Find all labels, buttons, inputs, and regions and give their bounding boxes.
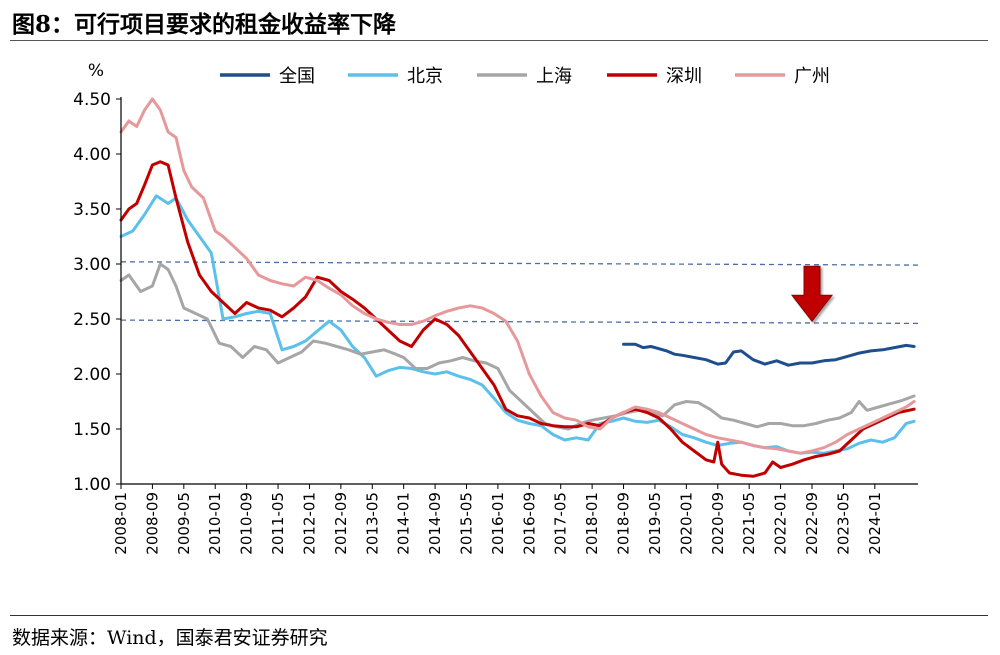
- y-tick-label: 2.00: [73, 365, 111, 385]
- legend-label-4: 深圳: [666, 66, 702, 87]
- x-tick-label: 2017-05: [552, 492, 570, 555]
- x-tick-label: 2016-09: [520, 492, 538, 555]
- y-tick-label: 4.50: [73, 90, 111, 110]
- x-tick-label: 2022-01: [772, 492, 790, 555]
- x-tick-label: 2014-01: [395, 492, 413, 555]
- legend-label-5: 广州: [794, 66, 830, 87]
- reference-line-1: [120, 261, 919, 266]
- x-tick-label: 2021-05: [740, 492, 758, 555]
- source-divider: [10, 615, 988, 616]
- y-tick-label: 3.50: [73, 200, 111, 220]
- x-tick-label: 2010-01: [206, 492, 224, 555]
- x-tick-label: 2020-01: [677, 492, 695, 555]
- x-tick-label: 2014-09: [426, 492, 444, 555]
- x-tick-label: 2011-05: [269, 492, 287, 555]
- x-tick-label: 2009-05: [175, 492, 193, 555]
- x-tick-label: 2019-05: [646, 492, 664, 555]
- x-tick-label: 2015-05: [457, 492, 475, 555]
- rent-yield-line-chart: 1.00 1.50 2.00 2.50 3.00 3.50 4.00 4.50% 2008-01…: [73, 61, 919, 555]
- y-tick-label: 4.00: [73, 145, 111, 165]
- x-tick-label: 2018-01: [583, 492, 601, 555]
- legend: 全国 北京 上海 深圳 广州: [220, 66, 830, 87]
- x-tick-label: 2018-09: [615, 492, 633, 555]
- figure-title: 图8：可行项目要求的租金收益率下降: [12, 11, 397, 38]
- y-tick-label: 3.00: [73, 255, 111, 275]
- down-arrow-icon: [790, 265, 834, 323]
- y-tick-label: 1.50: [73, 420, 111, 440]
- annotations: [790, 265, 834, 323]
- reference-line-2: [120, 319, 919, 325]
- title-underline: [10, 40, 988, 41]
- y-axis-unit: %: [88, 61, 104, 81]
- x-tick-label: 2008-09: [143, 492, 161, 555]
- axes: 1.00 1.50 2.00 2.50 3.00 3.50 4.00 4.50% 2008-01…: [73, 61, 918, 555]
- x-tick-label: 2012-09: [332, 492, 350, 555]
- legend-label-1: 全国: [279, 66, 315, 87]
- source-note: 数据来源：Wind，国泰君安证券研究: [12, 627, 328, 649]
- x-tick-label: 2016-01: [489, 492, 507, 555]
- x-tick-label: 2012-01: [300, 492, 318, 555]
- x-tick-label: 2024-01: [866, 492, 884, 555]
- legend-label-2: 北京: [407, 66, 443, 87]
- series-line-4: [119, 160, 916, 478]
- series-line-3: [119, 262, 916, 431]
- series-line-5: [119, 97, 916, 455]
- x-tick-label: 2020-09: [709, 492, 727, 555]
- y-tick-label: 2.50: [73, 310, 111, 330]
- x-tick-label: 2023-05: [834, 492, 852, 555]
- x-tick-label: 2013-05: [363, 492, 381, 555]
- legend-label-3: 上海: [536, 66, 572, 87]
- x-tick-label: 2008-01: [112, 492, 130, 555]
- x-tick-label: 2010-09: [238, 492, 256, 555]
- x-tick-label: 2022-09: [803, 492, 821, 555]
- y-tick-label: 1.00: [73, 475, 111, 495]
- series-line-1: [622, 342, 916, 367]
- reference-lines: [120, 261, 919, 325]
- series-lines: [119, 97, 916, 478]
